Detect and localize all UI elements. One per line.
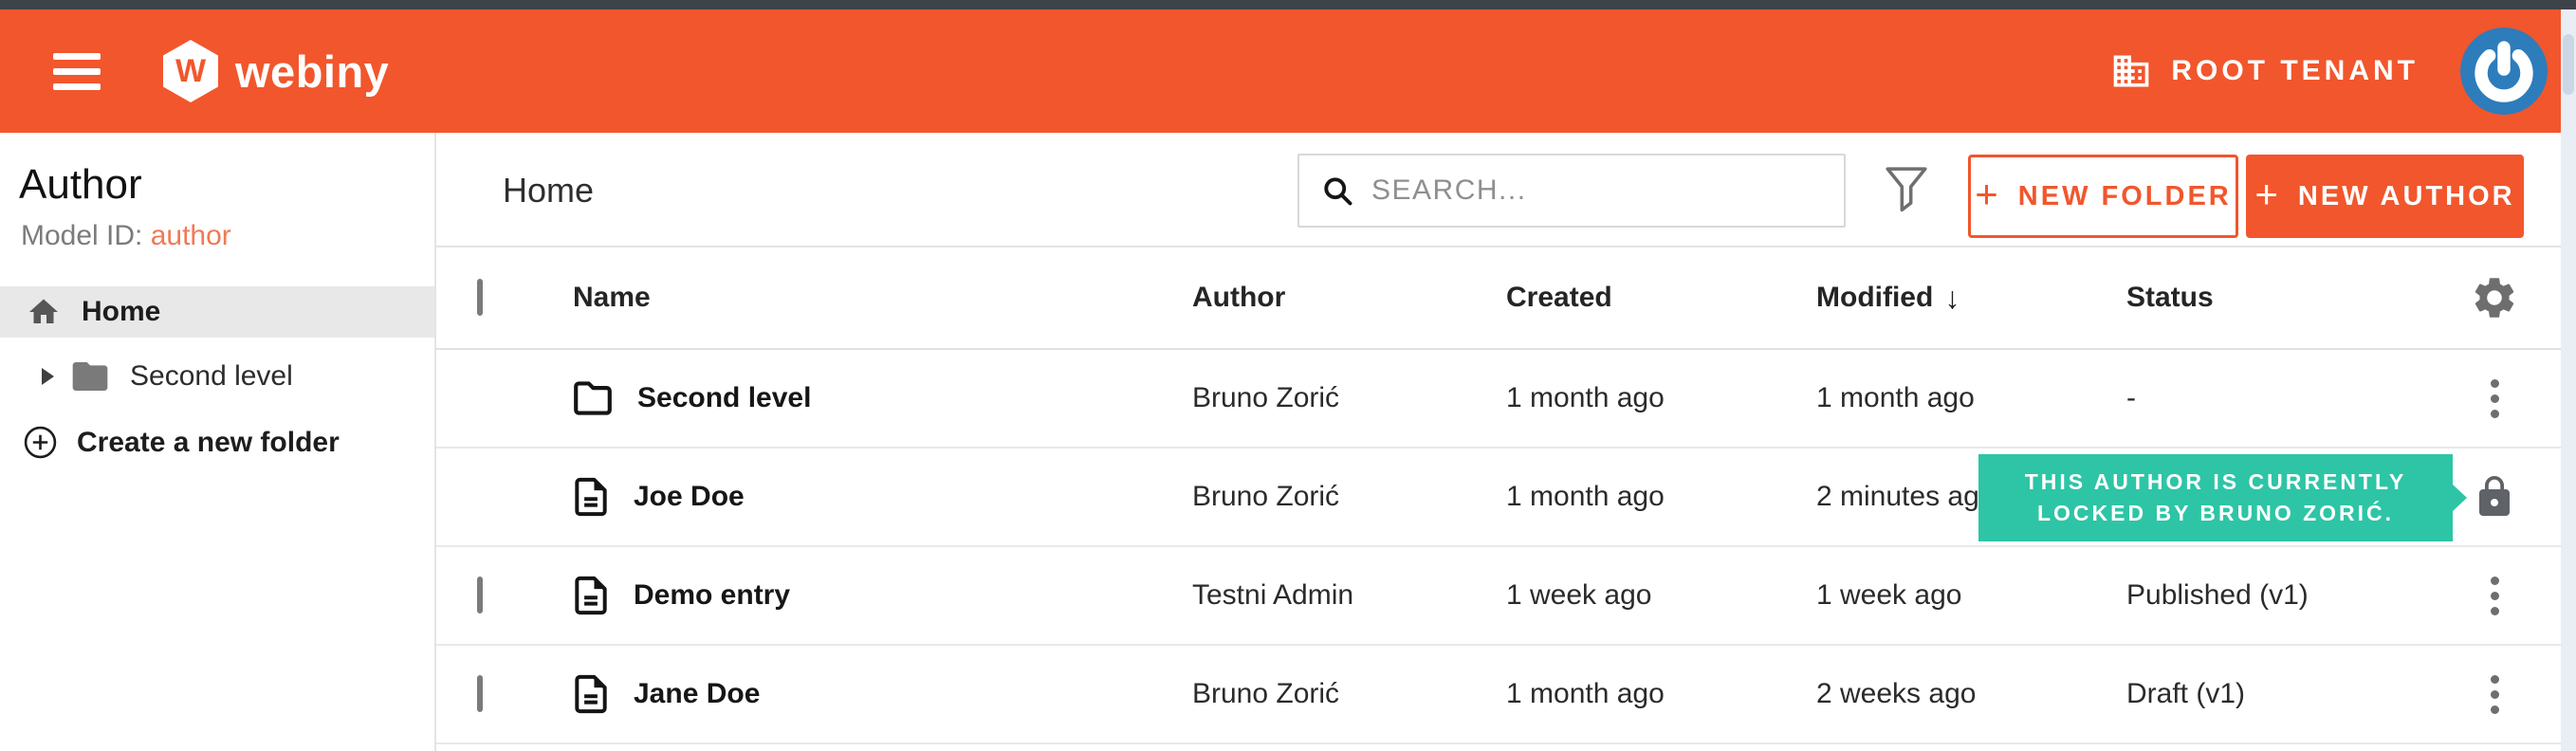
filter-funnel-icon — [1886, 167, 1927, 212]
sidebar-home-label: Home — [82, 296, 161, 327]
chevron-right-icon[interactable] — [42, 368, 54, 385]
kebab-menu-icon[interactable] — [2466, 562, 2523, 629]
search-box — [1297, 154, 1846, 228]
main-content: Home + NEW FOLDER + NEW AUTHOR Name Auth… — [436, 133, 2561, 751]
row-name: Joe Doe — [634, 481, 745, 512]
gear-icon[interactable] — [2470, 273, 2519, 322]
row-created: 1 month ago — [1506, 382, 1665, 413]
column-header-author[interactable]: Author — [1192, 282, 1286, 313]
building-icon — [2114, 55, 2149, 87]
brand-wordmark: webiny — [235, 46, 390, 97]
row-modified: 2 minutes ago — [1816, 481, 1996, 512]
row-author: Bruno Zorić — [1192, 678, 1340, 709]
tooltip-line-2: LOCKED BY BRUNO ZORIĆ. — [2036, 501, 2395, 525]
row-created: 1 week ago — [1506, 579, 1652, 611]
table-row-joe-doe[interactable]: Joe Doe Bruno Zorić 1 month ago 2 minute… — [436, 449, 2561, 547]
row-modified: 1 week ago — [1816, 579, 1962, 611]
folder-icon — [72, 362, 108, 391]
kebab-menu-icon[interactable] — [2466, 661, 2523, 727]
webiny-hexagon-logo-icon: W — [163, 40, 218, 102]
row-author: Bruno Zorić — [1192, 382, 1340, 413]
create-folder-label: Create a new folder — [77, 426, 340, 458]
tenant-selector[interactable]: ROOT TENANT — [2110, 50, 2419, 92]
row-name: Second level — [637, 382, 812, 413]
new-folder-button[interactable]: + NEW FOLDER — [1968, 155, 2238, 238]
model-id-label: Model ID: — [21, 220, 151, 251]
row-name-cell[interactable]: Demo entry — [573, 576, 1192, 615]
content-toolbar: Home + NEW FOLDER + NEW AUTHOR — [436, 133, 2561, 247]
brand-initial: W — [175, 52, 207, 89]
arrow-down-icon: ↓ — [1944, 280, 1960, 315]
plus-circle-icon — [24, 426, 57, 459]
column-header-created[interactable]: Created — [1506, 282, 1612, 313]
document-icon — [575, 477, 607, 517]
row-checkbox[interactable] — [477, 577, 483, 614]
column-header-status[interactable]: Status — [2126, 282, 2214, 313]
new-author-label: NEW AUTHOR — [2297, 180, 2515, 211]
sidebar-item-second-level[interactable]: Second level — [0, 353, 434, 400]
row-name: Demo entry — [634, 579, 791, 611]
filter-button[interactable] — [1880, 163, 1933, 216]
document-icon — [575, 674, 607, 714]
table-header-row: Name Author Created Modified ↓ Status — [436, 247, 2561, 350]
create-folder-button[interactable]: Create a new folder — [0, 425, 434, 460]
plus-icon: + — [2254, 172, 2281, 216]
column-header-modified[interactable]: Modified ↓ — [1816, 281, 2126, 316]
folder-outline-icon — [574, 381, 612, 415]
document-icon — [575, 576, 607, 615]
model-id-line: Model ID: author — [21, 220, 434, 252]
lock-icon — [2479, 476, 2510, 516]
row-author: Bruno Zorić — [1192, 481, 1340, 512]
new-author-button[interactable]: + NEW AUTHOR — [2246, 155, 2524, 238]
row-name-cell[interactable]: Joe Doe — [573, 477, 1192, 517]
row-checkbox[interactable] — [477, 675, 483, 712]
vertical-scrollbar — [2561, 9, 2576, 751]
window-top-strip — [0, 0, 2576, 9]
scrollbar-thumb[interactable] — [2563, 34, 2574, 95]
tenant-label: ROOT TENANT — [2171, 55, 2419, 86]
select-all-checkbox[interactable] — [477, 279, 483, 316]
row-created: 1 month ago — [1506, 481, 1665, 512]
new-folder-label: NEW FOLDER — [2017, 180, 2232, 211]
row-status: Draft (v1) — [2126, 678, 2246, 709]
folder-tree: Home Second level Create a new folder — [0, 286, 434, 460]
breadcrumb-current-folder: Home — [503, 171, 595, 210]
table-row-demo-entry[interactable]: Demo entry Testni Admin 1 week ago 1 wee… — [436, 547, 2561, 646]
plus-icon: + — [1975, 172, 2001, 216]
webiny-logo: W webiny — [163, 40, 389, 102]
modified-label: Modified — [1816, 282, 1934, 313]
table-row-jane-doe[interactable]: Jane Doe Bruno Zorić 1 month ago 2 weeks… — [436, 646, 2561, 744]
tooltip-line-1: THIS AUTHOR IS CURRENTLY — [2024, 469, 2407, 494]
tooltip-arrow — [2452, 484, 2467, 512]
row-name-cell[interactable]: Jane Doe — [573, 674, 1192, 714]
table-row-second-level[interactable]: Second level Bruno Zorić 1 month ago 1 m… — [436, 350, 2561, 449]
model-id-value: author — [150, 220, 231, 251]
row-modified: 1 month ago — [1816, 382, 1975, 413]
sidebar-folder-label: Second level — [130, 360, 293, 392]
row-author: Testni Admin — [1192, 579, 1354, 611]
kebab-menu-icon[interactable] — [2466, 365, 2523, 431]
account-avatar-power-icon[interactable] — [2460, 27, 2548, 115]
row-status: - — [2126, 382, 2136, 413]
app-header: W webiny ROOT TENANT — [0, 9, 2561, 133]
row-name: Jane Doe — [634, 678, 761, 709]
row-status: Published (v1) — [2126, 579, 2309, 611]
row-created: 1 month ago — [1506, 678, 1665, 709]
hamburger-menu-icon[interactable] — [53, 52, 101, 90]
search-icon — [1324, 177, 1352, 206]
column-header-name[interactable]: Name — [573, 282, 651, 313]
search-input[interactable] — [1371, 174, 1827, 207]
sidebar: Author Model ID: author Home Second leve… — [0, 133, 436, 751]
model-title: Author — [19, 161, 142, 208]
row-modified: 2 weeks ago — [1816, 678, 1977, 709]
home-icon — [29, 299, 58, 323]
sidebar-item-home[interactable]: Home — [0, 286, 434, 338]
row-name-cell[interactable]: Second level — [573, 380, 1192, 416]
locked-tooltip: THIS AUTHOR IS CURRENTLY LOCKED BY BRUNO… — [1978, 454, 2467, 541]
